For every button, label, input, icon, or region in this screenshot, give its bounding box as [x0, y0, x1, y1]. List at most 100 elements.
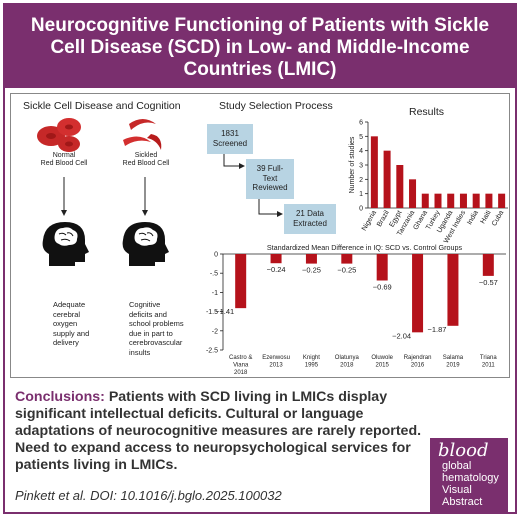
logo-brand: blood	[438, 440, 489, 461]
data-label: −1.87	[427, 325, 446, 334]
label-line: Sickled	[134, 152, 158, 159]
cognition-graphics	[37, 118, 169, 266]
x-tick-label: 2018	[340, 363, 354, 369]
y-tick-label: 1	[359, 191, 363, 198]
x-tick-label: 2015	[376, 363, 390, 369]
label-line: Red Blood Cell	[122, 160, 170, 167]
head-brain-icon	[122, 222, 169, 266]
flow-text: Reviewed	[252, 183, 288, 192]
chart-title: Standardized Mean Difference in IQ: SCD …	[267, 244, 463, 252]
bar	[235, 254, 247, 309]
flow-text: Text	[262, 173, 278, 183]
flow-text: Screened	[212, 138, 248, 148]
outcome-line: cerebrovascular	[129, 338, 183, 347]
content-panel: Sickle Cell Disease and Cognition	[10, 93, 510, 378]
x-tick-label: Salama	[443, 355, 464, 361]
page-title: Neurocognitive Functioning of Patients w…	[5, 15, 515, 81]
flow-connectors	[223, 152, 283, 217]
bar	[412, 254, 424, 333]
bar	[305, 254, 317, 264]
visual-abstract: Neurocognitive Functioning of Patients w…	[3, 3, 517, 514]
bar	[447, 254, 459, 326]
outcome-line: delivery	[53, 338, 79, 347]
bar	[434, 193, 442, 208]
bar	[396, 165, 404, 208]
x-tick-label: Ezenwosu	[262, 355, 290, 361]
flow-box-reviewed: 39 Full- Text Reviewed	[246, 159, 294, 199]
y-tick-label: 0	[359, 206, 363, 213]
flow-arrow	[258, 198, 279, 215]
outcome-line: cerebral	[53, 309, 81, 319]
y-tick-label: 6	[359, 120, 363, 127]
data-label: −0.57	[479, 278, 498, 287]
outcome-line: due in part to	[129, 328, 173, 338]
arrow-head-icon	[277, 211, 283, 217]
y-tick-label: -1	[212, 290, 218, 297]
head-brain-icon	[42, 222, 89, 266]
results-section-title: Results	[409, 106, 445, 118]
x-tick-label: Castro &	[229, 355, 252, 361]
label-line: Red Blood Cell	[40, 160, 88, 167]
x-tick-label: Rajendran	[404, 355, 432, 361]
x-tick-label: Oluwole	[371, 355, 393, 361]
title-line: Countries (LMIC)	[183, 59, 337, 80]
bar	[498, 193, 506, 208]
flow-text: 39 Full-	[256, 164, 284, 173]
arrow-head-icon	[239, 163, 245, 169]
x-tick-label: Cuba	[491, 209, 505, 227]
y-tick-label: 2	[359, 177, 363, 184]
bar	[341, 254, 353, 264]
outcome-line: insults	[129, 347, 151, 357]
y-tick-label: -2.5	[206, 348, 218, 355]
conclusion-text: Conclusions: Patients with SCD living in…	[15, 389, 425, 474]
x-tick-label: 2013	[269, 363, 283, 369]
conclusion-lead: Conclusions:	[15, 389, 105, 405]
x-tick-label: Knight	[303, 355, 320, 361]
x-tick-label: 2016	[411, 363, 425, 369]
conclusion-body: Patients with SCD living in LMICs displa…	[15, 389, 422, 473]
x-tick-label: Viana	[233, 363, 249, 369]
y-axis-label: Number of studies	[349, 136, 356, 193]
flow-box-screened: 1831 Screened	[207, 124, 253, 154]
x-tick-label: India	[466, 209, 480, 226]
y-tick-label: -1.5	[206, 309, 218, 316]
bar	[472, 193, 480, 208]
logo-line: global	[442, 460, 472, 472]
y-tick-label: 5	[359, 134, 363, 141]
selection-section-title: Study Selection Process	[219, 100, 333, 112]
normal-rbc-icon	[37, 118, 81, 152]
flow-box-extracted: 21 Data Extracted	[284, 204, 336, 234]
x-tick-label: Olatunya	[335, 355, 360, 361]
y-tick-label: 3	[359, 163, 363, 170]
flow-text: 1831	[221, 129, 239, 138]
normal-rbc-label: Normal Red Blood Cell	[29, 152, 99, 168]
data-label: −0.25	[337, 266, 356, 275]
conclusion-section: Conclusions: Patients with SCD living in…	[10, 383, 510, 514]
x-tick-label: 2019	[446, 363, 460, 369]
flow-text: 21 Data	[295, 209, 325, 218]
label-line: Normal	[52, 152, 76, 159]
data-label: −2.04	[392, 331, 411, 340]
outcome-line: school problems	[129, 319, 184, 328]
logo-line: Visual	[442, 484, 472, 496]
title-banner: Neurocognitive Functioning of Patients w…	[5, 5, 515, 88]
citation: Pinkett et al. DOI: 10.1016/j.bglo.2025.…	[15, 488, 282, 503]
x-tick-label: 2011	[482, 363, 496, 369]
title-line: Cell Disease (SCD) in Low- and Middle-In…	[50, 37, 470, 58]
logo-line: Abstract	[442, 496, 483, 508]
data-label: −0.24	[267, 265, 286, 274]
bar	[270, 254, 282, 264]
x-tick-label: 2018	[234, 370, 248, 376]
x-tick-label: Nigeria	[361, 209, 378, 232]
data-label: −1.41	[215, 307, 234, 316]
data-label: −0.25	[302, 266, 321, 275]
outcome-line: supply and	[53, 328, 90, 338]
bar	[485, 193, 493, 208]
down-arrow-icon	[142, 177, 148, 216]
cognition-section-title: Sickle Cell Disease and Cognition	[23, 100, 181, 112]
journal-logo: blood global hematology Visual Abstract	[430, 438, 508, 512]
x-tick-label: Triana	[480, 355, 497, 361]
outcome-line: Cognitive	[129, 300, 161, 309]
outcome-line: deficits and	[129, 309, 167, 319]
bar	[409, 179, 417, 208]
